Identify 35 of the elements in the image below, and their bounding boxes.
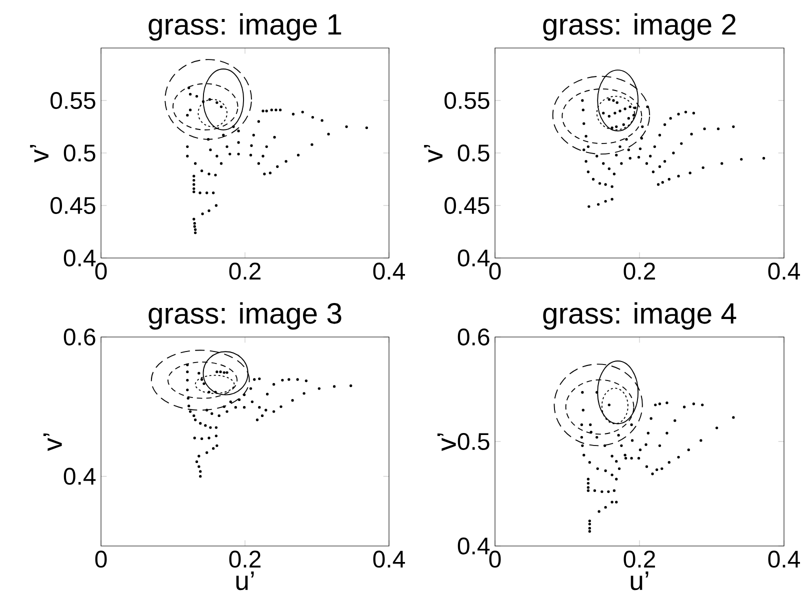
chart-title: grass: image 1 [148,13,342,41]
x-tick-label: 0.4 [768,262,800,280]
y-axis-title: v’ [30,145,48,163]
x-tick-label: 0 [95,262,107,280]
y-tick-label: 0.4 [64,468,96,485]
y-tick-label: 0.4 [458,537,490,554]
x-tick-label: 0.4 [768,550,800,568]
y-tick-label: 0.4 [64,249,96,266]
y-axis-title: v’ [437,434,456,452]
y-tick-label: 0.4 [458,249,490,266]
y-tick-label: 0.55 [50,92,96,109]
x-tick-label: 0 [489,262,501,280]
y-tick-label: 0.45 [444,196,490,214]
chart-title: grass: image 4 [543,302,736,330]
chart-title: grass: image 2 [543,13,736,41]
x-axis-title: u’ [236,572,254,590]
x-tick-label: 0 [489,550,501,568]
x-tick-label: 0.4 [373,550,405,568]
y-tick-label: 0.6 [64,328,96,346]
x-tick-label: 0 [95,550,107,568]
y-tick-label: 0.45 [50,196,96,214]
y-tick-label: 0.6 [458,328,490,346]
chart-title: grass: image 3 [148,302,342,330]
y-axis-title: v’ [43,434,62,452]
y-axis-title: v’ [424,145,442,163]
y-tick-label: 0.5 [458,144,490,162]
y-tick-label: 0.5 [458,432,490,450]
y-tick-label: 0.5 [64,144,96,162]
x-tick-label: 0.2 [624,550,655,568]
x-tick-label: 0.2 [229,262,260,280]
x-tick-label: 0.4 [373,262,405,280]
x-tick-label: 0.2 [624,262,655,280]
x-tick-label: 0.2 [229,550,260,568]
y-tick-label: 0.55 [444,92,490,109]
x-axis-title: u’ [630,572,648,590]
